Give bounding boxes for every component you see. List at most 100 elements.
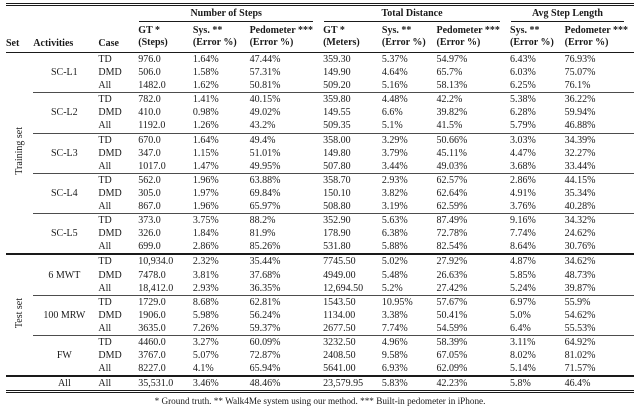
value-cell: 3.46% [192,375,250,391]
table-row: DMD 506.0 1.58% 57.31% 149.90 4.64% 65.7% 6.03%… [6,66,634,79]
value-cell: 85.26% [249,241,281,253]
value-cell: 37.68% [249,269,281,281]
value-cell: 64.92% [564,334,634,350]
table-body: Training set SC-L1 TD 976.0 1.64% 47.44% 359.3… [6,53,634,377]
value-cell: 867.0 [138,201,161,213]
value-cell: 49.02% [249,107,281,119]
value-cell: 2677.50 [323,322,356,334]
table-row: Test set 6 MWT TD 10,934.0 2.32% 35.44% 7745.5… [6,253,634,377]
value-cell: 5.1% [381,120,403,132]
table-row: SC-L4 TD 562.0 1.96% 63.88% 358.70 2.93% 62.57%… [6,172,634,214]
value-cell: 509.20 [323,80,351,92]
table-row: DMD 305.0 1.97% 69.84% 150.10 3.82% 62.64% 4.91… [6,187,634,200]
value-cell: 507.80 [323,160,351,172]
value-cell: 3.29% [381,132,437,147]
value-cell: 60.09% [249,334,324,350]
value-cell: 1.84% [192,228,219,240]
case-cell: DMD [98,228,122,240]
value-cell: 57.31% [249,67,281,79]
value-cell: 34.32% [564,213,634,228]
value-cell: 4.1% [192,363,214,375]
activity-cell: SC-L2 [33,92,99,134]
value-cell: 506.0 [138,67,161,79]
value-cell: 4.47% [510,147,536,159]
value-cell: 87.49% [436,213,511,228]
activity-cell: SC-L1 [51,67,78,79]
col-header-sys-steplength: Sys. ** (Error %) [510,24,565,53]
table-row: Training set SC-L1 TD 976.0 1.64% 47.44% 359.3… [6,53,634,175]
value-cell: 62.09% [436,363,468,375]
value-cell: 3.82% [381,187,408,199]
value-cell: 5.85% [510,269,536,281]
value-cell: 3.03% [510,132,565,147]
value-cell: 5.07% [192,350,219,362]
value-cell: 7.74% [510,228,536,240]
value-cell: 150.10 [323,187,351,199]
value-cell: 1017.0 [138,160,166,172]
value-cell: 149.80 [323,147,351,159]
value-cell: 305.0 [138,187,161,199]
value-cell: 76.93% [564,54,596,65]
value-cell: 1192.0 [138,120,166,132]
case-cell: DMD [98,187,122,199]
value-cell: 6.38% [381,228,408,240]
col-header-sys-distance: Sys. ** (Error %) [381,24,437,53]
value-cell: 65.7% [436,67,463,79]
value-cell: 352.90 [323,213,382,228]
value-cell: 3635.0 [138,322,166,334]
value-cell: 55.53% [564,322,596,334]
value-cell: 2408.50 [323,350,356,362]
value-cell: 1482.0 [138,80,166,92]
value-cell: 5.79% [510,120,536,132]
col-header-pedometer-steps: Pedometer *** (Error %) [249,24,324,53]
value-cell: 1.64% [192,54,219,65]
value-cell: 326.0 [138,228,161,240]
case-cell: DMD [98,309,122,321]
sub-header-row: GT * (Steps) Sys. ** (Error %) Pedometer *… [6,24,634,53]
value-cell: 358.70 [323,172,382,187]
value-cell: 3.11% [510,334,565,350]
value-cell: 5.8% [510,375,565,391]
value-cell: 26.63% [436,269,468,281]
case-cell: All [98,322,112,334]
table-row: FW TD 4460.0 3.27% 60.09% 3232.50 4.96% 58.39% 3… [6,334,634,377]
value-cell: 7478.0 [138,269,166,281]
value-cell: 24.62% [564,228,596,240]
case-cell: All [98,201,112,213]
case-cell: TD [98,294,139,309]
value-cell: 347.0 [138,147,161,159]
value-cell: 4.48% [381,92,437,107]
value-cell: 48.73% [564,269,596,281]
value-cell: 5.24% [510,282,536,294]
value-cell: 1.58% [192,67,219,79]
value-cell: 5.2% [381,282,403,294]
group-header-number-of-steps: Number of Steps [138,6,323,25]
value-cell: 149.55 [323,107,351,119]
table-row: All 18,412.0 2.93% 36.35% 12,694.50 5.2% 27.42… [6,282,634,296]
value-cell: 2.93% [381,172,437,187]
table-row: All 699.0 2.86% 85.26% 531.80 5.88% 82.54% 8.64… [6,240,634,254]
value-cell: 3.76% [510,201,536,213]
case-cell: TD [98,253,139,269]
value-cell: 47.44% [249,54,281,65]
group-header-avg-step-length: Avg Step Length [510,6,634,25]
value-cell: 57.67% [436,294,511,309]
activity-cell: SC-L5 [33,213,99,255]
case-cell: All [98,120,112,132]
value-cell: 531.80 [323,241,351,253]
value-cell: 5.98% [192,309,219,321]
value-cell: 65.97% [249,201,281,213]
set-cell: Training set [6,53,33,255]
value-cell: 69.84% [249,187,281,199]
value-cell: 35,531.0 [138,375,193,391]
value-cell: 359.30 [323,54,351,65]
value-cell: 2.86% [192,241,219,253]
value-cell: 1.41% [192,92,250,107]
value-cell: 10,934.0 [138,253,193,269]
col-header-sys-steps: Sys. ** (Error %) [192,24,250,53]
value-cell: 7.74% [381,322,408,334]
value-cell: 72.78% [436,228,468,240]
value-cell: 58.39% [436,334,511,350]
value-cell: 54.62% [564,309,596,321]
